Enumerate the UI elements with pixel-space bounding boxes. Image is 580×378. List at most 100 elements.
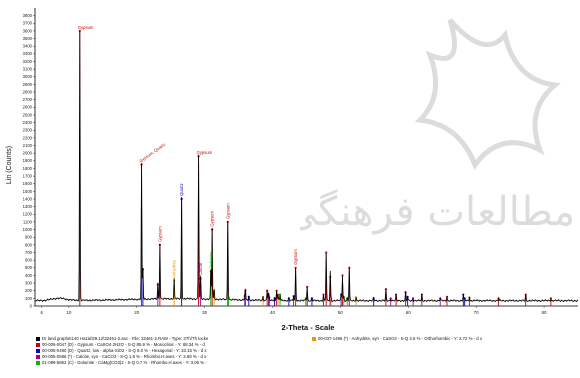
y-tick-label: 2700: [23, 97, 33, 102]
y-tick-label: 500: [25, 265, 33, 270]
peak-label: Quartz: [179, 183, 184, 196]
y-tick-label: 200: [25, 288, 33, 293]
y-tick-label: 100: [25, 296, 33, 301]
legend: Dr land graphet140 Hazarl29.12\32461-2.a…: [36, 336, 580, 378]
y-tick-label: 0: [30, 303, 33, 308]
y-axis-label: Lin (Counts): [6, 146, 13, 184]
reference-peak-marker: [275, 289, 278, 292]
legend-swatch: [36, 354, 40, 359]
reference-peak-marker: [389, 297, 392, 300]
legend-swatch: [36, 348, 40, 353]
y-tick-label: 600: [25, 258, 33, 263]
legend-item: 00-005-0490 (D) - Quartz, low - alpha-Si…: [36, 348, 206, 353]
legend-swatch: [36, 360, 40, 365]
y-tick-label: 1300: [23, 204, 33, 209]
legend-item-text: 00-006-0047 (D) - Gypsum - CaSO4·2H2O - …: [42, 342, 205, 347]
x-tick-label: 10: [66, 310, 72, 315]
y-tick-label: 400: [25, 273, 33, 278]
x-tick-label: 70: [474, 310, 480, 315]
watermark: مطالعات فرهنگی: [300, 18, 575, 235]
peak-labels: Gypsum Gypsum, Quartz Gypsum Gypsum Quartz Gy…: [78, 25, 298, 278]
reference-peak-marker: [322, 293, 325, 296]
legend-item-text: 00-005-0586 (*) - Calcite, syn - CaCO3 -…: [42, 354, 207, 359]
reference-peak-marker: [306, 285, 309, 288]
y-tick-label: 2200: [23, 135, 33, 140]
legend-item: 00-037-1496 (*) - Anhydrite, syn - CaSO4…: [312, 336, 482, 341]
legend-swatch: [312, 336, 316, 341]
y-tick-label: 2300: [23, 128, 33, 133]
x-tick-label: 50: [338, 310, 344, 315]
peak-label: Anhydrite: [172, 259, 177, 277]
legend-item-text: 01-089-5862 (C) - Dolomite - CaMg(CO3)2 …: [42, 360, 207, 365]
legend-item: 00-005-0586 (*) - Calcite, syn - CaCO3 -…: [36, 354, 206, 359]
y-tick-label: 3500: [23, 36, 33, 41]
x-axis-ticks: 6 10 20 30 40 50 60 70 80: [41, 306, 548, 315]
x-tick-label: 80: [542, 310, 548, 315]
legend-item: 01-089-5862 (C) - Dolomite - CaMg(CO3)2 …: [36, 360, 207, 365]
x-tick-label: 40: [270, 310, 276, 315]
peak-label: Gypsum: [197, 150, 213, 155]
y-tick-label: 2900: [23, 82, 33, 87]
peak-label: Gypsum: [210, 210, 215, 226]
y-axis-ticks: 0 100 200 300 400 500 600 700 800 900 1000 1100 1200…: [23, 13, 35, 308]
y-tick-label: 700: [25, 250, 33, 255]
reference-peak-marker: [341, 274, 344, 277]
y-tick-label: 3100: [23, 67, 33, 72]
y-tick-label: 300: [25, 280, 33, 285]
y-tick-label: 2600: [23, 105, 33, 110]
x-tick-label: 60: [406, 310, 412, 315]
reference-markers: [78, 29, 552, 306]
peak-label: Gypsum, Quartz: [138, 142, 166, 164]
legend-swatch: [36, 336, 40, 341]
peak-label: Dolomite: [208, 251, 213, 268]
peak-label: Gypsum: [78, 25, 94, 30]
y-tick-label: 1800: [23, 166, 33, 171]
x-tick-label: 20: [134, 310, 140, 315]
y-tick-label: 3700: [23, 21, 33, 26]
peak-label: Gypsum: [293, 249, 298, 265]
y-tick-label: 2400: [23, 120, 33, 125]
reference-peak-marker: [278, 293, 282, 296]
y-tick-label: 3200: [23, 59, 33, 64]
x-tick-label: 30: [202, 310, 208, 315]
legend-header-text: Dr land graphet140 Hazarl29.12\32461-2.a…: [42, 336, 209, 341]
y-tick-label: 1000: [23, 227, 33, 232]
peak-label: Gypsum: [157, 226, 162, 242]
y-tick-label: 800: [25, 242, 33, 247]
reference-peak-marker: [549, 297, 552, 300]
peak-label: Calcite: [198, 262, 203, 275]
y-tick-label: 2100: [23, 143, 33, 148]
y-tick-label: 1600: [23, 181, 33, 186]
y-tick-label: 3000: [23, 74, 33, 79]
reference-peak-marker: [294, 266, 297, 269]
x-axis-label: 2-Theta - Scale: [282, 323, 335, 332]
chart-axes: [34, 8, 578, 307]
y-tick-label: 1100: [23, 219, 33, 224]
y-tick-label: 1400: [23, 196, 33, 201]
y-tick-label: 1700: [23, 174, 33, 179]
y-tick-label: 900: [25, 235, 33, 240]
legend-item: 00-006-0047 (D) - Gypsum - CaSO4·2H2O - …: [36, 342, 205, 347]
legend-swatch: [36, 342, 40, 347]
legend-item-text: 00-005-0490 (D) - Quartz, low - alpha-Si…: [42, 348, 207, 353]
y-tick-label: 1500: [23, 189, 33, 194]
reference-peak-marker: [406, 295, 409, 298]
y-tick-label: 3400: [23, 44, 33, 49]
y-tick-label: 2000: [23, 151, 33, 156]
reference-peak-marker: [325, 251, 328, 254]
y-tick-label: 1200: [23, 212, 33, 217]
y-tick-label: 2500: [23, 112, 33, 117]
watermark-emblem: [414, 18, 562, 171]
legend-item-text: 00-037-1496 (*) - Anhydrite, syn - CaSO4…: [318, 336, 482, 341]
y-tick-label: 3800: [23, 13, 33, 18]
reference-peak-marker: [462, 293, 465, 296]
legend-header: Dr land graphet140 Hazarl29.12\32461-2.a…: [36, 336, 208, 341]
y-tick-label: 1900: [23, 158, 33, 163]
x-tick-label: 6: [41, 310, 44, 315]
y-tick-label: 2800: [23, 89, 33, 94]
diffraction-trace: [34, 30, 579, 303]
y-tick-label: 3300: [23, 51, 33, 56]
peak-label: Gypsum: [225, 203, 230, 219]
watermark-text: مطالعات فرهنگی: [300, 189, 575, 235]
